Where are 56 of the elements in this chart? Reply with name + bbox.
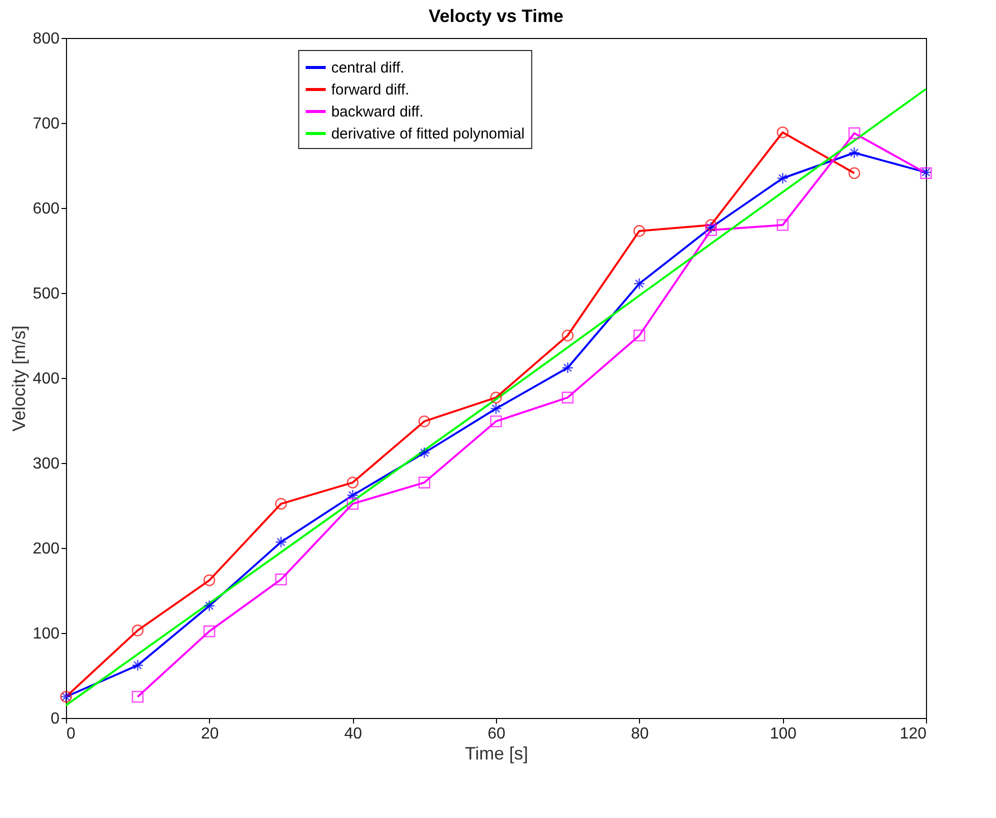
y-tick-label: 300: [32, 456, 60, 472]
point: [848, 146, 860, 159]
y-tick-label: 800: [32, 30, 60, 48]
y-tick-label: 400: [32, 370, 60, 388]
x-tick-label: 120: [900, 726, 927, 742]
point: [848, 167, 860, 180]
legend-label: derivative of fitted polynomial: [331, 126, 525, 142]
point: [346, 498, 359, 510]
point: [633, 225, 646, 237]
x-tick-label: 20: [200, 726, 219, 742]
legend-label: central diff.: [331, 60, 404, 76]
y-tick-label: 600: [32, 200, 60, 218]
x-tick-label: 100: [770, 726, 797, 742]
point: [132, 624, 144, 636]
point: [490, 392, 502, 404]
point: [418, 415, 430, 428]
point: [490, 402, 502, 414]
x-tick-label: 60: [488, 726, 506, 742]
point: [275, 498, 287, 510]
point: [418, 446, 430, 459]
point: [346, 476, 359, 488]
y-tick-label: 700: [32, 116, 60, 132]
x-tick-label: 0: [66, 726, 76, 742]
y-tick-label: 500: [32, 286, 60, 302]
y-tick-label: 100: [32, 626, 60, 642]
point: [848, 127, 860, 140]
point: [132, 659, 144, 672]
point: [562, 330, 574, 342]
legend-label: forward diff.: [331, 82, 410, 98]
point: [633, 330, 646, 342]
point: [776, 219, 789, 231]
chart-title: Velocty vs Time: [428, 6, 564, 26]
point: [633, 278, 646, 290]
x-tick-label: 40: [344, 726, 362, 742]
point: [705, 219, 717, 231]
x-axis-title: Time [s]: [464, 744, 528, 764]
x-tick-label: 80: [630, 726, 649, 742]
point: [132, 690, 144, 703]
point: [776, 172, 789, 184]
point: [203, 574, 216, 586]
point: [203, 600, 216, 612]
point: [562, 392, 574, 404]
y-tick-label: 0: [50, 710, 60, 728]
point: [203, 625, 216, 638]
point: [562, 362, 574, 374]
point: [275, 536, 287, 548]
point: [275, 574, 287, 586]
y-axis-title: Velocity [m/s]: [8, 325, 29, 432]
point: [705, 222, 717, 234]
point: [705, 224, 717, 236]
legend-label: backward diff.: [331, 104, 424, 120]
point: [490, 415, 502, 428]
point: [776, 126, 789, 138]
y-tick-label: 200: [32, 540, 60, 558]
point: [346, 489, 359, 502]
point: [418, 476, 430, 488]
